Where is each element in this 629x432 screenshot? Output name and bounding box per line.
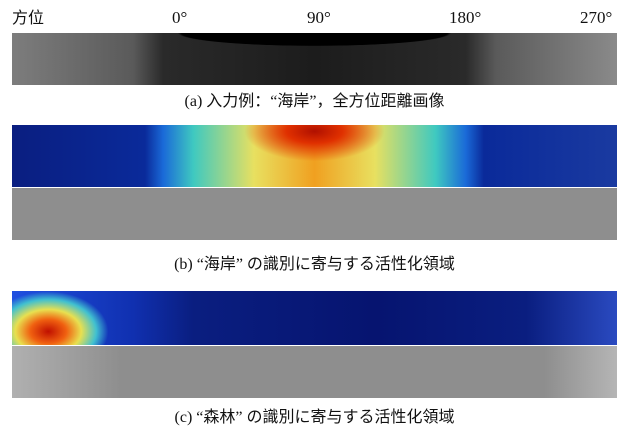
heatmap (12, 125, 617, 187)
tick-label: 0° (172, 8, 187, 28)
depth-image (12, 33, 617, 85)
caption: (c) “森林” の識別に寄与する活性化領域 (0, 408, 629, 428)
gradient-image (12, 346, 617, 398)
caption: (a) 入力例：“海岸”，全方位距離画像 (0, 92, 629, 112)
gradient-image (12, 188, 617, 240)
axis-title: 方位 (12, 8, 44, 28)
tick-label: 270° (580, 8, 612, 28)
tick-label: 90° (307, 8, 331, 28)
page: 方位 0° 90° 180° 270° (a) 入力例：“海岸”，全方位距離画像… (0, 0, 629, 432)
tick-label: 180° (449, 8, 481, 28)
heatmap (12, 291, 617, 345)
caption: (b) “海岸” の識別に寄与する活性化領域 (0, 255, 629, 275)
